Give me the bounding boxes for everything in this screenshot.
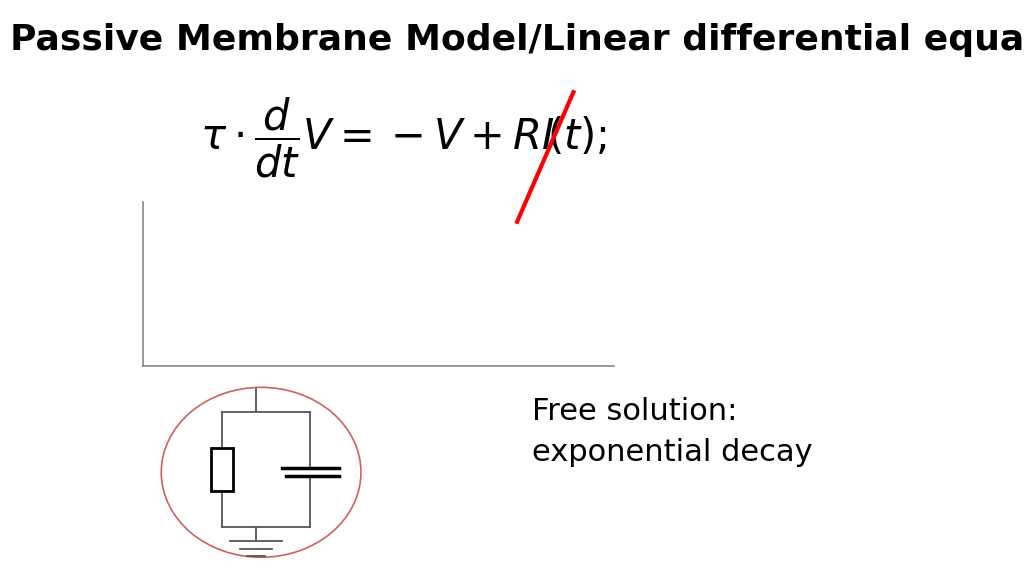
Text: Free solution:
exponential decay: Free solution: exponential decay bbox=[532, 397, 813, 467]
Text: $\tau \cdot \dfrac{d}{dt}V = -V + RI\!(t);$: $\tau \cdot \dfrac{d}{dt}V = -V + RI\!(t… bbox=[200, 96, 607, 180]
Bar bbox=[211, 448, 233, 491]
Text: Passive Membrane Model/Linear differential equation: Passive Membrane Model/Linear differenti… bbox=[10, 23, 1024, 57]
